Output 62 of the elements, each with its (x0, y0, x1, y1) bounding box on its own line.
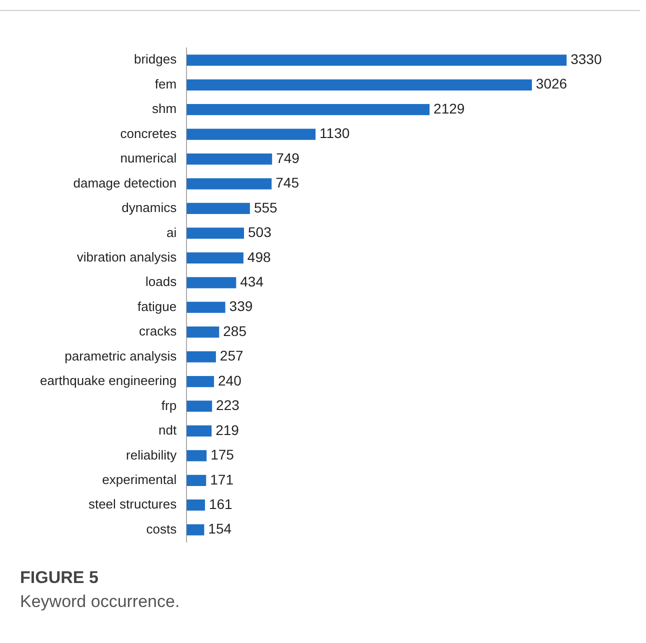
y-tick-label: frp (161, 398, 177, 413)
data-label: 749 (276, 150, 300, 166)
bar (186, 277, 236, 288)
bar (186, 178, 272, 190)
bar (186, 228, 244, 239)
bar (186, 425, 212, 437)
data-label: 1130 (320, 125, 350, 142)
y-tick-label: damage detection (73, 175, 177, 190)
data-label: 503 (248, 224, 272, 240)
data-label: 3330 (570, 51, 602, 68)
bar (186, 153, 272, 165)
bar (186, 104, 430, 116)
data-label: 434 (240, 274, 264, 290)
y-tick-label: costs (146, 521, 178, 536)
y-tick-label: parametric analysis (64, 348, 178, 364)
caption: FIGURE 5 (20, 568, 98, 588)
bar (186, 450, 207, 462)
y-tick-label: bridges (134, 52, 178, 67)
y-tick-label: experimental (102, 472, 177, 487)
y-tick-label: ndt (158, 422, 177, 438)
data-label: 555 (254, 199, 278, 216)
y-tick-label: vibration analysis (76, 250, 178, 264)
bar (186, 400, 212, 412)
data-label: 745 (276, 174, 300, 191)
bar (186, 252, 244, 264)
bar (186, 376, 214, 388)
data-label: 3026 (536, 76, 568, 92)
text: Keyword occurrence. (20, 592, 180, 612)
y-tick-label: cracks (139, 324, 178, 339)
data-label: 285 (223, 322, 247, 339)
y-tick-label: numerical (120, 150, 177, 166)
y-tick-label: shm (152, 101, 177, 116)
y-tick-label: ai (166, 224, 177, 240)
data-label: 339 (229, 298, 253, 314)
data-label: 498 (247, 248, 272, 265)
data-label: 223 (216, 397, 240, 414)
bar (186, 524, 204, 536)
data-label: 161 (208, 496, 233, 512)
y-tick-label: fatigue (138, 298, 177, 314)
y-tick-label: steel structures (88, 496, 178, 512)
data-label: 154 (208, 520, 232, 537)
y-tick-label: fem (154, 76, 177, 92)
y-tick-label: reliability (126, 447, 178, 462)
y-tick-label: loads (146, 274, 178, 290)
data-label: 171 (210, 471, 234, 488)
y-tick-label: concretes (120, 126, 178, 141)
bar (186, 79, 532, 90)
data-label: 240 (218, 372, 242, 388)
bar (186, 474, 206, 486)
data-label: 257 (220, 348, 244, 364)
y-tick-label: earthquake engineering (40, 373, 177, 388)
data-label: 2129 (434, 100, 465, 116)
bar (186, 54, 567, 66)
data-label: 175 (210, 446, 234, 463)
bar (186, 326, 220, 338)
bar (186, 500, 205, 511)
bar (186, 302, 226, 313)
bar (186, 128, 316, 140)
data-label: 219 (216, 422, 240, 438)
bar (186, 351, 216, 362)
y-tick-label: dynamics (122, 200, 178, 216)
bar (186, 202, 250, 214)
